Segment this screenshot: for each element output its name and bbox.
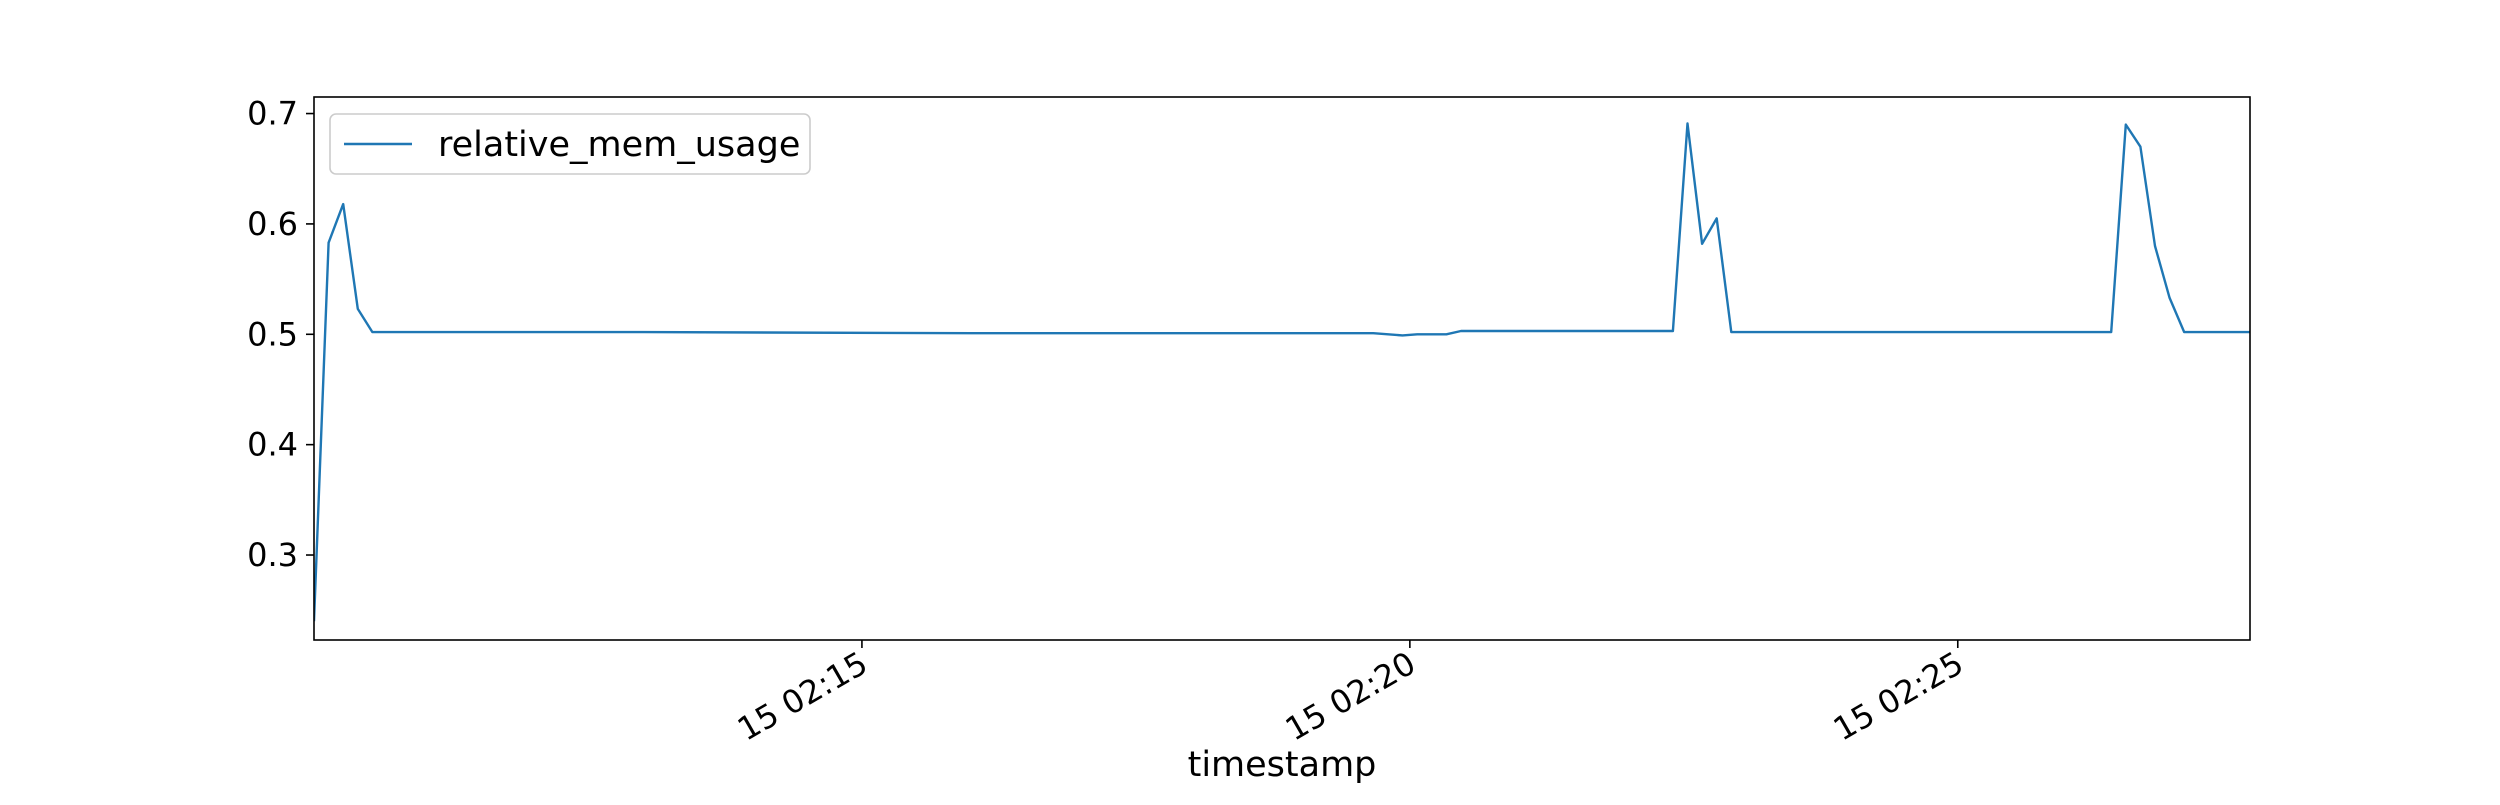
legend-label: relative_mem_usage <box>438 125 800 165</box>
legend: relative_mem_usage <box>329 113 811 175</box>
x-tick-label: 15 02:15 <box>731 644 874 748</box>
y-tick-label: 0.6 <box>247 205 298 243</box>
x-axis: 15 02:15 15 02:20 15 02:25 <box>731 640 1970 748</box>
x-axis-title: timestamp <box>1188 745 1377 785</box>
plot-frame <box>313 96 2251 641</box>
y-axis: 0.3 0.4 0.5 0.6 0.7 <box>247 95 314 574</box>
legend-box <box>329 113 811 175</box>
plot-layer <box>314 122 2250 622</box>
y-tick-label: 0.5 <box>247 315 298 353</box>
y-tick-label: 0.3 <box>247 536 298 574</box>
y-tick-label: 0.7 <box>247 95 298 133</box>
y-tick-label: 0.4 <box>247 426 298 464</box>
x-tick-label: 15 02:20 <box>1279 644 1422 748</box>
x-tick-label: 15 02:25 <box>1827 644 1970 748</box>
series-line-relative_mem_usage <box>314 122 2250 622</box>
